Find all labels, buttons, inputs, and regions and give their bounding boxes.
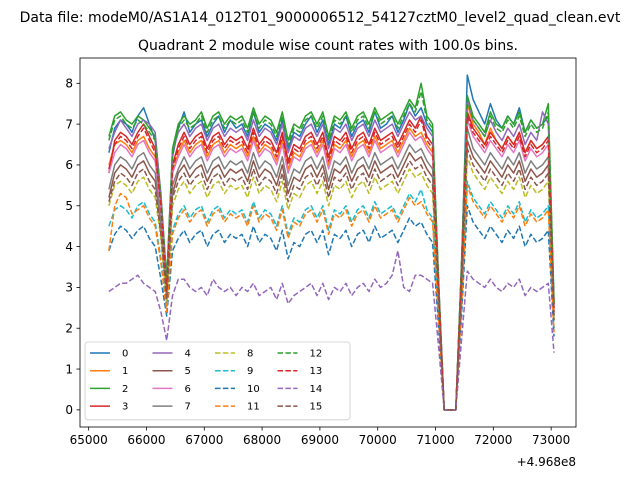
x-tick-label: 67000 xyxy=(185,433,223,447)
y-tick-label: 3 xyxy=(65,281,73,295)
legend-label-3: 3 xyxy=(122,402,128,413)
y-tick-label: 1 xyxy=(65,362,73,376)
legend-label-9: 9 xyxy=(247,366,253,377)
x-tick-label: 68000 xyxy=(243,433,281,447)
series-line-1 xyxy=(108,102,555,411)
legend-label-0: 0 xyxy=(122,349,128,360)
x-tick-label: 72000 xyxy=(474,433,512,447)
legend-label-12: 12 xyxy=(310,349,323,360)
series-line-11 xyxy=(108,184,555,411)
legend-label-8: 8 xyxy=(247,349,253,360)
series-group xyxy=(108,74,555,411)
series-line-14 xyxy=(108,249,555,411)
series-line-2 xyxy=(108,82,555,411)
series-line-0 xyxy=(108,74,555,411)
y-tick-label: 0 xyxy=(65,403,73,417)
y-tick-label: 6 xyxy=(65,158,73,172)
legend-label-15: 15 xyxy=(310,402,323,413)
x-axis-offset-label: +4.968e8 xyxy=(517,455,576,469)
legend-label-5: 5 xyxy=(185,366,191,377)
x-tick-label: 70000 xyxy=(359,433,397,447)
series-line-6 xyxy=(108,119,555,411)
x-tick-label: 65000 xyxy=(70,433,108,447)
legend-label-11: 11 xyxy=(247,402,260,413)
plot-area: 65000 66000 67000 68000 69000 70000 71000 72000… xyxy=(65,57,577,447)
series-line-10 xyxy=(108,205,555,411)
legend-label-7: 7 xyxy=(185,402,191,413)
x-tick-label: 69000 xyxy=(301,433,339,447)
legend-label-10: 10 xyxy=(247,384,260,395)
y-tick-label: 5 xyxy=(65,199,73,213)
legend-label-1: 1 xyxy=(122,366,128,377)
series-line-13 xyxy=(108,115,555,411)
x-tick-label: 71000 xyxy=(416,433,454,447)
x-tick-label: 73000 xyxy=(532,433,570,447)
series-line-8 xyxy=(108,156,555,411)
chart-title: Quadrant 2 module wise count rates with … xyxy=(138,38,518,54)
figure-suptitle: Data file: modeM0/AS1A14_012T01_90000065… xyxy=(20,10,621,26)
series-line-5 xyxy=(108,139,555,411)
y-tick-label: 4 xyxy=(65,240,73,254)
series-line-15 xyxy=(108,147,555,411)
series-line-7 xyxy=(108,127,555,411)
series-line-9 xyxy=(108,180,555,411)
legend-box xyxy=(84,341,351,421)
legend-label-14: 14 xyxy=(310,384,323,395)
legend-label-13: 13 xyxy=(310,366,323,377)
axes-frame xyxy=(79,57,577,428)
y-tick-label: 2 xyxy=(65,322,73,336)
x-tick-label: 66000 xyxy=(127,433,165,447)
legend-label-6: 6 xyxy=(185,384,191,395)
y-tick-label: 8 xyxy=(65,77,73,91)
legend-label-2: 2 xyxy=(122,384,128,395)
series-line-3 xyxy=(108,111,555,411)
y-tick-label: 7 xyxy=(65,117,73,131)
legend-label-4: 4 xyxy=(185,349,191,360)
series-line-12 xyxy=(108,90,555,411)
